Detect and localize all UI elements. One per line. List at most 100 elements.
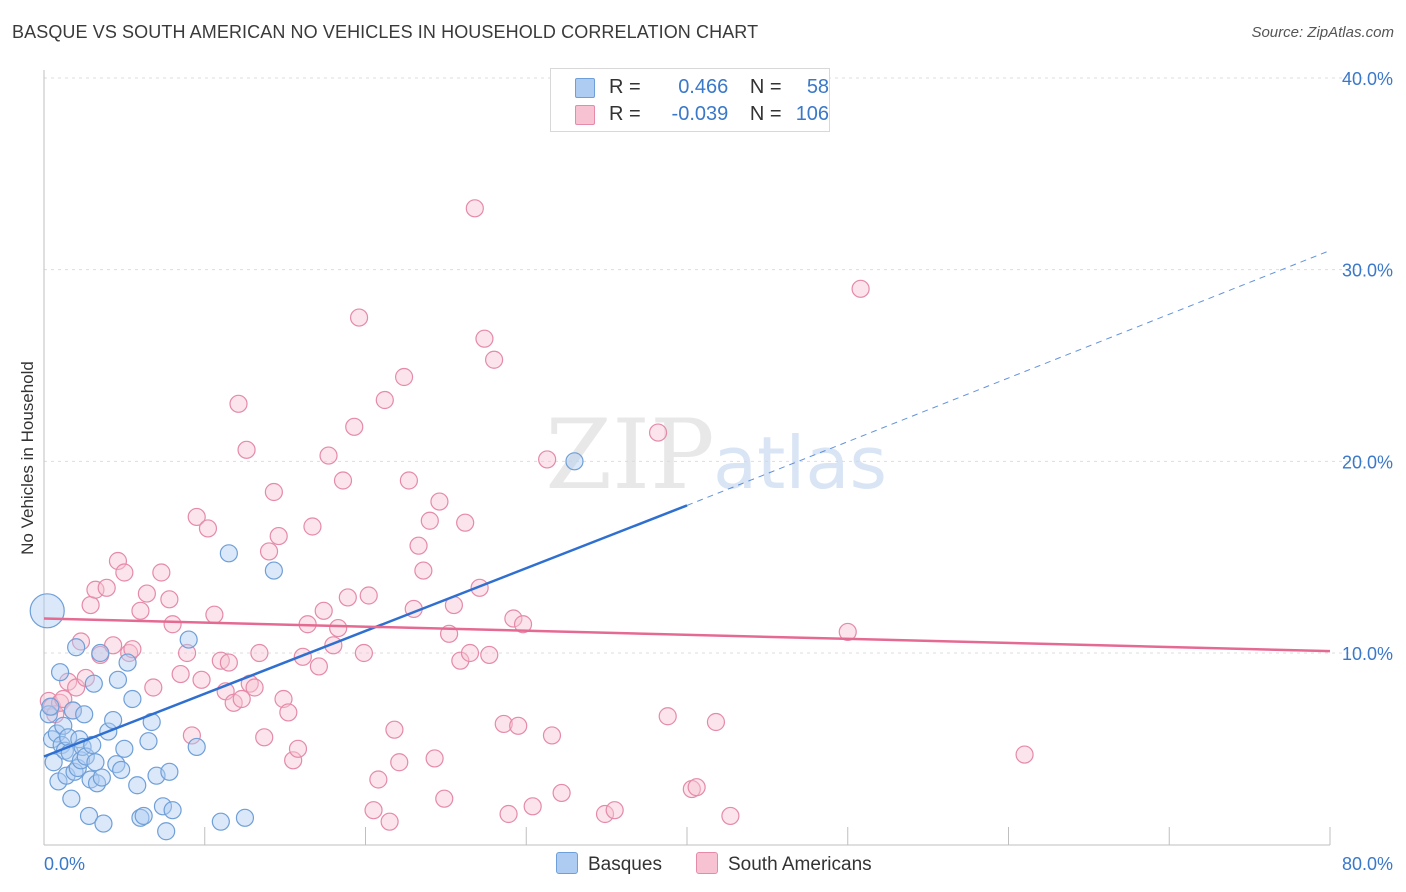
- data-point: [1015, 745, 1034, 764]
- data-point: [42, 730, 62, 749]
- data-point: [494, 714, 513, 734]
- data-point: [319, 446, 338, 465]
- data-point: [399, 471, 419, 490]
- watermark-atlas: atlas: [713, 421, 887, 505]
- data-point: [237, 440, 256, 459]
- data-point: [513, 615, 533, 634]
- watermark-zip: ZIP: [545, 399, 714, 511]
- data-point: [499, 804, 518, 824]
- data-point: [504, 609, 523, 628]
- series-south-americans: [39, 199, 1034, 831]
- series-swatch-basques: [556, 852, 578, 874]
- data-point: [338, 588, 357, 607]
- data-point: [420, 511, 439, 530]
- series-label-south-americans: South Americans: [728, 854, 872, 875]
- series-legend-south-americans[interactable]: South Americans: [696, 852, 872, 878]
- data-point: [79, 806, 99, 826]
- data-point: [115, 739, 134, 758]
- data-point: [97, 578, 116, 597]
- data-point: [50, 663, 70, 682]
- data-point: [144, 678, 163, 697]
- data-point: [94, 814, 113, 833]
- data-point: [538, 450, 557, 469]
- data-point: [706, 712, 726, 732]
- axes: [43, 70, 1331, 846]
- data-point: [108, 551, 128, 571]
- series-label-basques: Basques: [588, 854, 662, 875]
- data-point: [264, 561, 283, 580]
- legend-r-value: 0.466: [678, 76, 729, 98]
- data-point: [182, 726, 201, 745]
- data-point: [565, 452, 584, 471]
- data-point: [269, 526, 288, 546]
- data-point: [394, 367, 414, 387]
- y-tick-label: 20.0%: [1342, 452, 1393, 472]
- data-point: [435, 789, 454, 808]
- data-point: [658, 707, 677, 726]
- data-point: [485, 350, 504, 369]
- data-point: [62, 789, 81, 808]
- legend-n-label: N =: [749, 103, 782, 125]
- data-point: [264, 482, 283, 502]
- source-credit: Source: ZipAtlas.com: [1251, 24, 1394, 41]
- series-legend-basques[interactable]: Basques: [556, 852, 662, 878]
- data-point: [460, 643, 480, 663]
- data-point: [274, 689, 293, 709]
- legend-n-label: N =: [749, 76, 782, 98]
- data-point: [107, 755, 126, 774]
- series-swatch-south-americans: [696, 852, 718, 874]
- data-point: [451, 651, 470, 670]
- data-point: [232, 689, 251, 709]
- correlation-legend: R = 0.466 N = 58 R = -0.039 N = 106: [550, 68, 830, 132]
- data-point: [288, 739, 308, 758]
- legend-n-value: 106: [795, 103, 830, 125]
- data-point: [86, 580, 105, 599]
- data-point: [648, 423, 668, 442]
- trend-line-basques: [43, 504, 688, 758]
- legend-r-label: R =: [609, 76, 641, 98]
- y-tick-label: 40.0%: [1342, 69, 1393, 89]
- data-point: [86, 753, 105, 772]
- data-point: [480, 645, 499, 665]
- data-point: [75, 705, 94, 724]
- data-point: [198, 519, 218, 538]
- data-point: [475, 329, 494, 348]
- data-point: [118, 653, 137, 672]
- data-point: [123, 689, 142, 709]
- trend-lines: [43, 250, 1331, 758]
- data-point: [329, 618, 348, 638]
- watermark: ZIP atlas: [545, 399, 887, 511]
- data-point: [605, 801, 624, 820]
- data-point: [123, 640, 142, 659]
- data-point: [91, 643, 110, 663]
- data-point: [380, 812, 399, 831]
- legend-r-value: -0.039: [671, 103, 729, 125]
- data-point: [152, 563, 171, 582]
- data-point: [153, 797, 173, 816]
- grid-lines: [44, 77, 1366, 654]
- series-legend: Basques South Americans: [0, 852, 1406, 878]
- data-point: [54, 716, 73, 735]
- data-point: [279, 703, 298, 722]
- data-point: [29, 593, 65, 629]
- data-point: [92, 768, 111, 787]
- data-point: [67, 638, 86, 657]
- data-point: [171, 664, 190, 684]
- data-point: [851, 279, 870, 298]
- data-point: [205, 605, 224, 624]
- data-point: [333, 471, 353, 490]
- data-point: [255, 728, 274, 747]
- tick-labels: 10.0% 20.0% 30.0% 40.0% 0.0% 80.0%: [44, 69, 1393, 874]
- data-point: [235, 808, 255, 827]
- y-tick-label: 10.0%: [1342, 644, 1393, 664]
- data-point: [250, 643, 269, 663]
- data-point: [414, 561, 433, 580]
- data-point: [187, 507, 206, 527]
- data-point: [229, 394, 248, 413]
- data-point: [39, 705, 58, 724]
- data-point: [364, 801, 383, 820]
- data-point: [128, 776, 147, 795]
- data-point: [430, 492, 449, 511]
- data-point: [211, 812, 230, 831]
- legend-swatch-south-americans: [575, 105, 595, 125]
